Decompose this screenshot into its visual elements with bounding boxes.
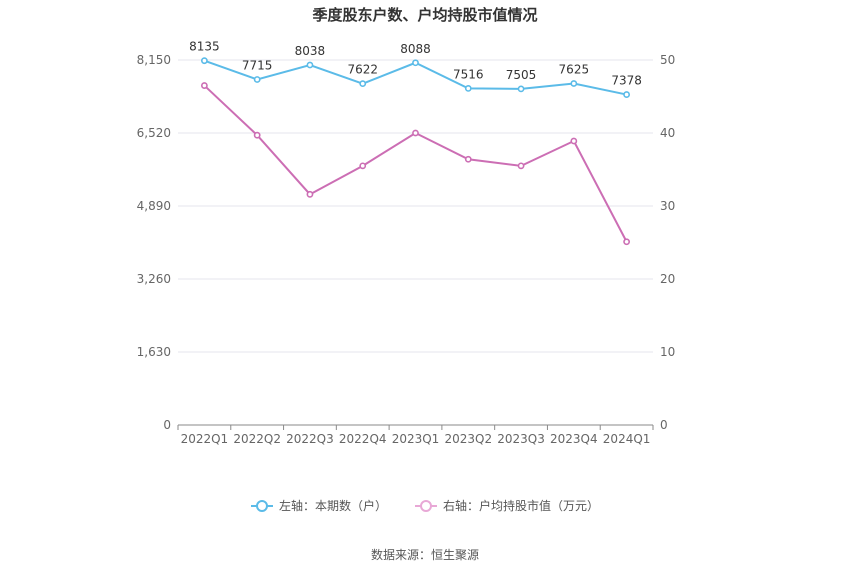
legend-swatch-households: [250, 499, 273, 513]
series-1-point: [464, 155, 472, 163]
series-1-point: [517, 162, 525, 170]
x-axis-tick-label: 2022Q2: [233, 432, 281, 446]
series-1-point: [412, 129, 419, 137]
series-0-point: [253, 76, 261, 83]
series-0-point: [412, 59, 419, 67]
series-1-point: [570, 137, 578, 145]
series-1-point: [306, 190, 314, 198]
x-axis-tick-label: 2023Q2: [444, 432, 492, 446]
x-axis-tick-label: 2023Q3: [497, 432, 545, 446]
x-axis-tick-label: 2023Q4: [550, 432, 598, 446]
right-axis-tick-label: 20: [660, 272, 675, 286]
left-axis-tick-label: 4,890: [137, 199, 171, 213]
series-1-point: [359, 162, 367, 170]
series-line-1: [203, 84, 628, 243]
x-axis-tick-label: 2023Q1: [392, 432, 440, 446]
x-axis-tick-label: 2022Q3: [286, 432, 334, 446]
left-axis-tick-label: 6,520: [137, 126, 171, 140]
series-0-data-label: 7715: [242, 58, 273, 72]
series-0-data-label: 8135: [189, 40, 220, 54]
series-0-point: [359, 80, 367, 88]
left-axis-tick-label: 8,150: [137, 53, 171, 67]
series-0-point: [464, 84, 472, 92]
legend-item-avg-value[interactable]: 右轴：户均持股市值（万元）: [415, 497, 599, 514]
series-1-point: [253, 131, 261, 139]
legend-label-avg-value: 右轴：户均持股市值（万元）: [443, 499, 600, 513]
data-source-note: 数据来源：恒生聚源: [370, 548, 479, 562]
legend-label-households: 左轴：本期数（户）: [278, 499, 387, 513]
series-0-data-label: 7622: [347, 63, 378, 77]
series-0-point: [200, 57, 208, 65]
legend-swatch-avg-value: [415, 499, 437, 513]
series-0-data-label: 8088: [400, 42, 431, 56]
series-1-point: [200, 82, 208, 89]
series-0-point: [517, 85, 525, 93]
series-0-point: [623, 91, 631, 98]
chart-title: 季度股东户数、户均持股市值情况: [312, 6, 538, 24]
x-axis-tick-label: 2022Q1: [181, 432, 229, 446]
x-axis-tick-label: 2024Q1: [603, 432, 651, 446]
right-axis-tick-label: 10: [660, 345, 675, 359]
series-0-data-label: 7505: [506, 68, 537, 82]
right-axis-tick-label: 0: [660, 418, 668, 432]
series-0-data-label: 7516: [453, 67, 484, 81]
series-0-point: [306, 61, 314, 69]
legend-item-households[interactable]: 左轴：本期数（户）: [250, 497, 387, 514]
series-0-data-label: 7625: [559, 63, 590, 77]
series-0-point: [570, 80, 578, 87]
right-axis-tick-label: 40: [660, 126, 675, 140]
series-1-point: [623, 238, 631, 246]
x-axis-tick-label: 2022Q4: [339, 432, 387, 446]
series-0-data-label: 8038: [295, 44, 326, 58]
right-axis-tick-label: 50: [660, 53, 675, 67]
left-axis-tick-label: 3,260: [137, 272, 171, 286]
left-axis-tick-label: 0: [163, 418, 171, 432]
left-axis-tick-label: 1,630: [137, 345, 171, 359]
series-0-data-label: 7378: [611, 74, 642, 88]
chart-legend: 左轴：本期数（户） 右轴：户均持股市值（万元）: [0, 497, 850, 514]
right-axis-tick-label: 30: [660, 199, 675, 213]
